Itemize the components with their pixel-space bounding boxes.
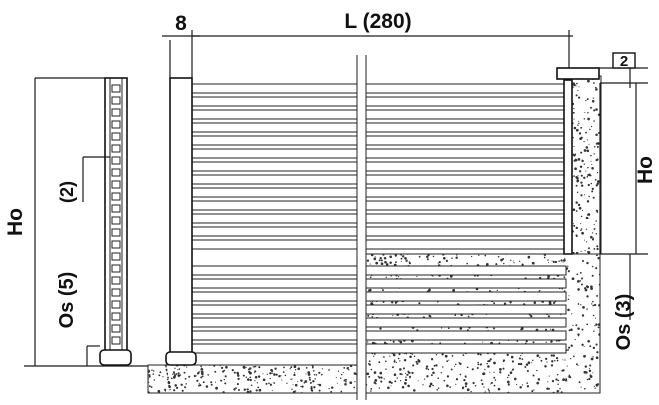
fence-slat [191, 278, 567, 289]
offset-left-label: Os (5) [56, 272, 78, 329]
dimension-lines [24, 30, 648, 367]
left-post [165, 77, 197, 366]
fence-slat [191, 317, 567, 328]
fence-slat [191, 161, 567, 172]
fence-slat [191, 343, 567, 354]
break-line [356, 55, 367, 400]
fence-slat [191, 304, 567, 315]
fence-slat [191, 330, 567, 341]
fence-slats [191, 83, 567, 354]
spacing-label: (2) [57, 181, 77, 203]
panel-length-label: L (280) [344, 10, 411, 33]
channel-post [556, 67, 600, 255]
fence-slat [191, 96, 567, 107]
fence-slat [191, 239, 567, 250]
masonry-pillar [570, 75, 602, 255]
fence-slat [191, 83, 567, 94]
fence-slat [191, 213, 567, 224]
height-left-label: Ho [4, 208, 27, 236]
height-right-label: Ho [634, 156, 657, 184]
fence-slat [191, 135, 567, 146]
fence-slat [191, 200, 567, 211]
fence-slat [191, 291, 567, 302]
fence-slat [191, 148, 567, 159]
fence-slat [191, 109, 567, 120]
offset-right-label: Os (3) [613, 294, 635, 351]
ground-strip [147, 364, 367, 394]
post-width-label: 8 [175, 12, 187, 35]
fence-slat [191, 174, 567, 185]
fence-slat [191, 187, 567, 198]
cap-height-label: 2 [620, 53, 628, 70]
fence-slat [191, 265, 567, 276]
fence-slat [191, 122, 567, 133]
fence-slat [191, 226, 567, 237]
lattice-post [99, 77, 132, 366]
cap-height-box [612, 52, 636, 69]
